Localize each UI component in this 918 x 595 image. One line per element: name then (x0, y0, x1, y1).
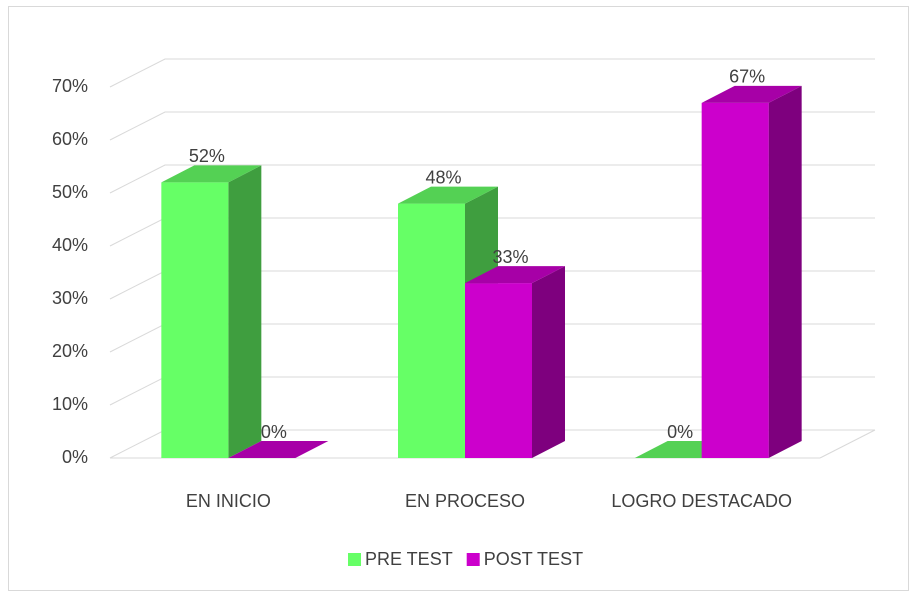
bar (701, 102, 769, 459)
grid-line (109, 58, 875, 88)
y-tick-label: 70% (52, 76, 88, 96)
grid-line (109, 164, 875, 194)
y-tick-label: 50% (52, 182, 88, 202)
legend-label: PRE TEST (365, 549, 453, 569)
bar-side (532, 266, 565, 458)
bar (161, 182, 229, 458)
data-label: 52% (189, 146, 225, 166)
data-label: 48% (425, 167, 461, 187)
bar (465, 283, 532, 458)
x-tick-label: EN INICIO (186, 491, 271, 511)
y-tick-label: 20% (52, 341, 88, 361)
legend-label: POST TEST (484, 549, 583, 569)
data-label: 33% (492, 247, 528, 267)
bar-top (701, 85, 802, 103)
bar-top (228, 441, 329, 458)
legend-swatch (466, 553, 480, 566)
data-label: 67% (729, 67, 765, 87)
y-tick-label: 0% (62, 447, 88, 467)
data-label: 0% (667, 422, 693, 442)
bar-top (465, 266, 565, 284)
y-tick-label: 40% (52, 235, 88, 255)
x-tick-label: LOGRO DESTACADO (611, 491, 792, 511)
floor-edge (819, 429, 876, 459)
x-tick-label: EN PROCESO (405, 491, 525, 511)
bar (398, 203, 465, 458)
bar-top (398, 186, 498, 204)
data-label: 0% (261, 422, 287, 442)
legend-swatch (348, 553, 361, 566)
y-tick-label: 30% (52, 288, 88, 308)
y-tick-label: 10% (52, 394, 88, 414)
bar-top (161, 165, 262, 183)
y-tick-label: 60% (52, 129, 88, 149)
grid-line (109, 111, 875, 141)
bar-side (768, 85, 802, 459)
bar-side (228, 165, 262, 458)
